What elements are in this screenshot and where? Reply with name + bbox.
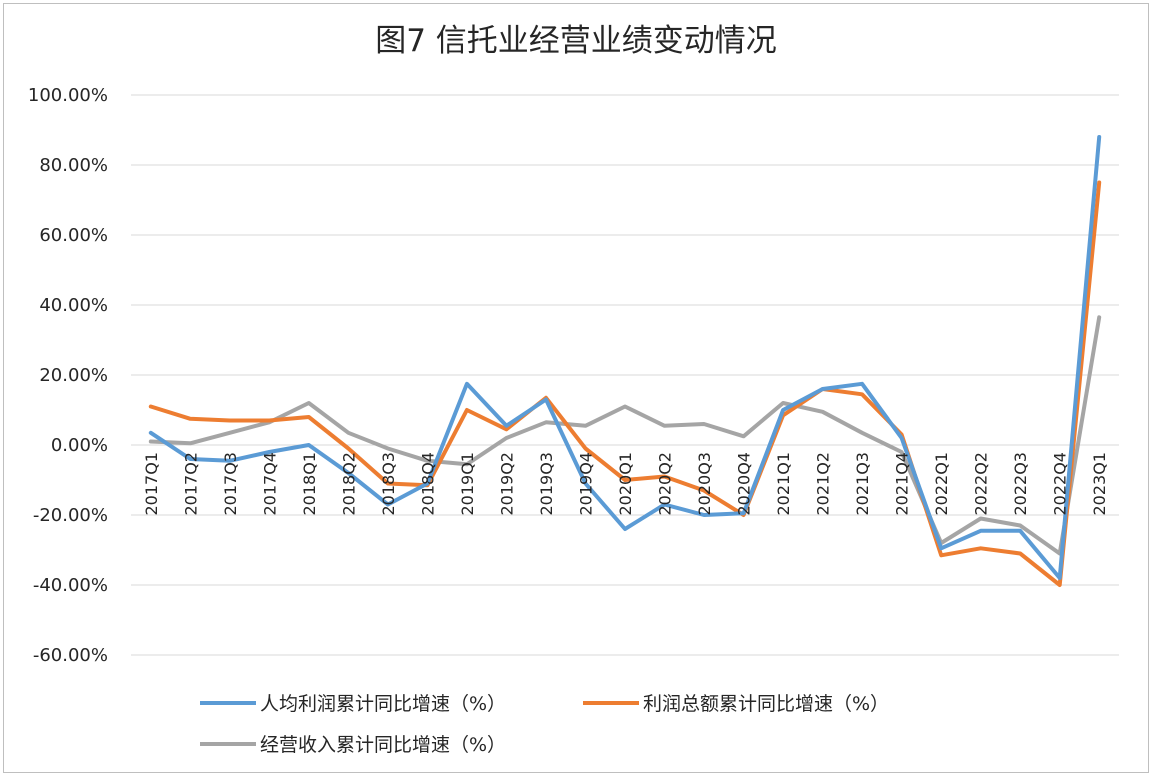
series-line-1 (148, 180, 1102, 587)
legend: 人均利润累计同比增速（%） 利润总额累计同比增速（%） 经营收入累计同比增速（%） (200, 693, 889, 756)
x-axis-ticks: 2017Q1 2017Q2 2017Q3 2017Q4 2018Q1 2018Q2 2018… (142, 452, 1109, 516)
x-tick-label: 2019Q2 (497, 452, 516, 516)
x-tick-label: 2019Q3 (537, 452, 556, 516)
x-tick-label: 2022Q3 (1011, 452, 1030, 516)
x-tick-label: 2022Q1 (932, 452, 951, 516)
gridlines (131, 94, 1119, 656)
legend-item-2: 经营收入累计同比增速（%） (200, 734, 506, 756)
chart-title: 图7 信托业经营业绩变动情况 (375, 23, 777, 59)
x-tick-label: 2019Q1 (458, 452, 477, 515)
x-tick-label: 2021Q4 (893, 452, 912, 516)
legend-label: 经营收入累计同比增速（%） (260, 734, 506, 756)
x-tick-label: 2018Q4 (418, 452, 437, 516)
y-tick-label: 100.00% (28, 85, 108, 106)
x-tick-label: 2022Q2 (972, 452, 991, 516)
x-tick-label: 2018Q3 (379, 452, 398, 516)
x-tick-label: 2017Q4 (260, 452, 279, 516)
y-tick-label: -60.00% (33, 645, 108, 666)
x-tick-label: 2021Q2 (814, 452, 833, 516)
series-lines (148, 135, 1102, 587)
y-axis-ticks: 100.00% 80.00% 60.00% 40.00% 20.00% 0.00% -20.… (28, 85, 108, 666)
y-tick-label: 60.00% (39, 225, 108, 246)
y-tick-label: 80.00% (39, 155, 108, 176)
legend-item-1: 利润总额累计同比增速（%） (583, 693, 889, 715)
x-tick-label: 2017Q3 (221, 452, 240, 516)
x-tick-label: 2020Q1 (616, 452, 635, 516)
x-tick-label: 2022Q4 (1051, 452, 1070, 516)
x-tick-label: 2021Q3 (853, 452, 872, 516)
x-tick-label: 2020Q3 (695, 452, 714, 516)
x-tick-label: 2019Q4 (576, 452, 595, 516)
x-tick-label: 2018Q2 (339, 452, 358, 516)
x-tick-label: 2020Q4 (735, 452, 754, 516)
y-tick-label: -20.00% (33, 505, 108, 526)
x-tick-label: 2018Q1 (300, 452, 319, 516)
series-line-2 (148, 315, 1102, 556)
chart-frame (3, 3, 1149, 773)
series-line-0 (148, 135, 1102, 580)
y-tick-label: 20.00% (39, 365, 108, 386)
x-tick-label: 2017Q2 (181, 452, 200, 516)
legend-label: 利润总额累计同比增速（%） (643, 693, 889, 715)
y-tick-label: 0.00% (51, 435, 108, 456)
x-tick-label: 2020Q2 (656, 452, 675, 516)
legend-item-0: 人均利润累计同比增速（%） (200, 693, 506, 715)
y-tick-label: -40.00% (33, 575, 108, 596)
x-tick-label: 2021Q1 (774, 452, 793, 516)
legend-label: 人均利润累计同比增速（%） (260, 693, 506, 715)
y-tick-label: 40.00% (39, 295, 108, 316)
x-tick-label: 2023Q1 (1090, 452, 1109, 516)
x-tick-label: 2017Q1 (142, 452, 161, 516)
